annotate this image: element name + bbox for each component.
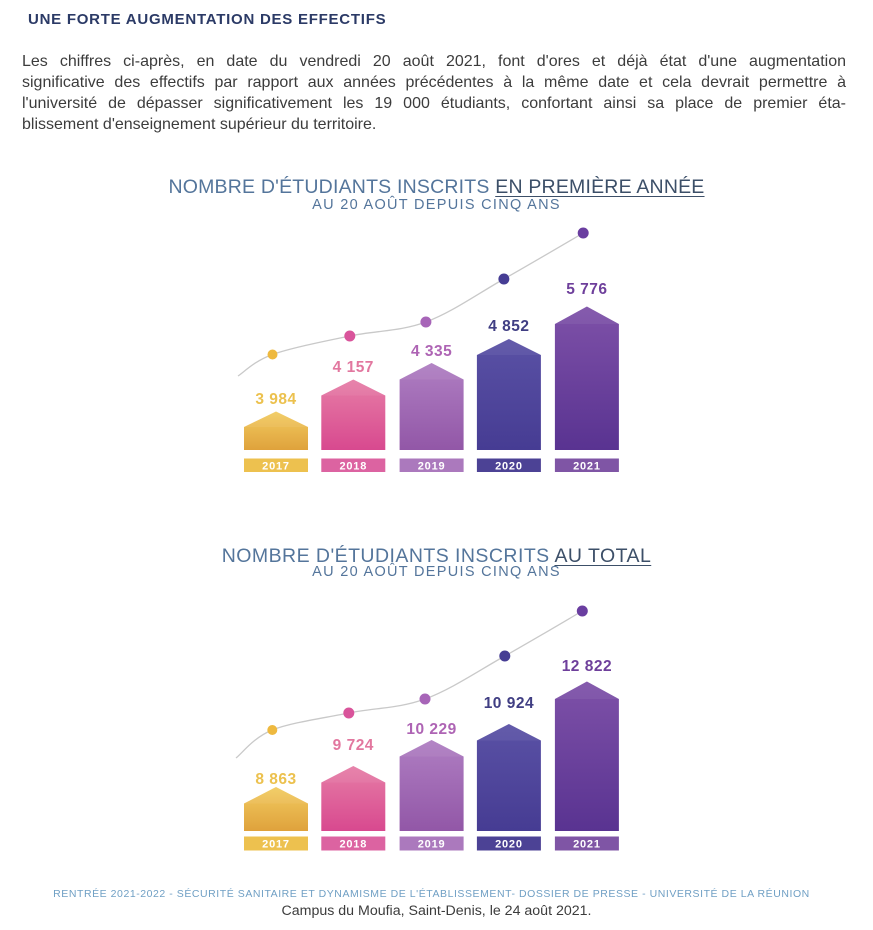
- svg-text:3 984: 3 984: [255, 391, 296, 408]
- svg-text:2017: 2017: [262, 839, 290, 851]
- svg-text:2021: 2021: [573, 839, 601, 851]
- svg-text:4 335: 4 335: [411, 343, 452, 360]
- svg-text:2017: 2017: [262, 461, 290, 473]
- svg-text:4 852: 4 852: [488, 318, 529, 335]
- svg-text:2018: 2018: [339, 461, 367, 473]
- svg-text:12 822: 12 822: [562, 658, 612, 675]
- svg-text:2018: 2018: [339, 839, 367, 851]
- svg-text:10 924: 10 924: [484, 695, 534, 712]
- svg-text:5 776: 5 776: [566, 281, 607, 298]
- svg-text:4 157: 4 157: [333, 359, 374, 376]
- svg-text:2020: 2020: [495, 839, 523, 851]
- svg-text:2020: 2020: [495, 461, 523, 473]
- svg-text:10 229: 10 229: [406, 721, 456, 738]
- svg-text:9 724: 9 724: [333, 737, 374, 754]
- svg-text:2019: 2019: [418, 461, 446, 473]
- svg-text:8 863: 8 863: [255, 771, 296, 788]
- svg-text:2021: 2021: [573, 461, 601, 473]
- svg-text:2019: 2019: [418, 839, 446, 851]
